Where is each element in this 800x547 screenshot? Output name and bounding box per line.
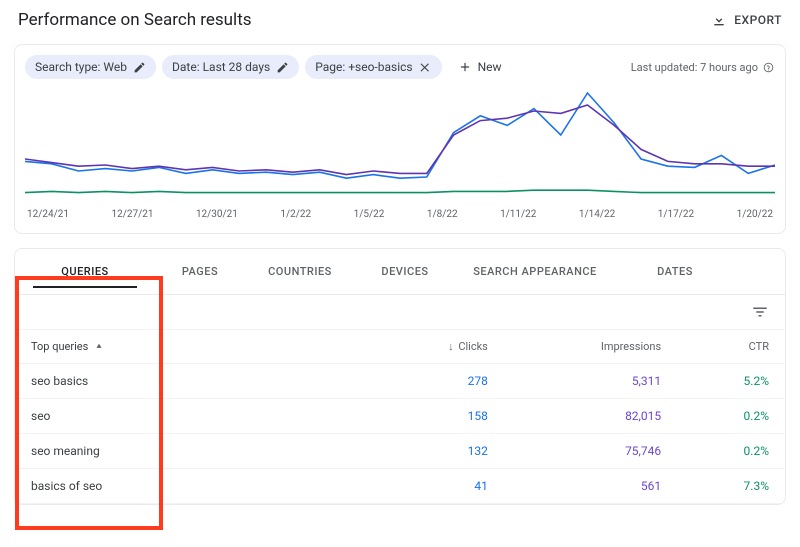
filter-bar: Search type: Web Date: Last 28 days Page: … (25, 55, 775, 79)
x-axis-label: 1/20/22 (737, 209, 773, 220)
cell-clicks: 41 (369, 469, 504, 504)
cell-query: seo meaning (15, 434, 369, 469)
add-filter-button[interactable]: New (448, 55, 512, 79)
cell-ctr: 7.3% (677, 469, 785, 504)
table-row[interactable]: seo meaning13275,7460.2% (15, 434, 785, 469)
queries-table: Top queries ↓ Clicks Impressions CTR seo… (15, 330, 785, 504)
download-icon (711, 12, 727, 28)
performance-chart[interactable]: 12/24/21 12/27/21 12/30/21 1/2/22 1/5/22 1/8/… (25, 87, 775, 227)
export-label: EXPORT (734, 13, 782, 27)
edit-icon (133, 61, 146, 74)
x-axis-label: 1/5/22 (354, 209, 385, 220)
filter-list-icon[interactable] (751, 303, 769, 321)
new-label: New (478, 60, 502, 74)
tab-dates[interactable]: DATES (615, 249, 735, 294)
x-axis-label: 1/8/22 (427, 209, 458, 220)
tab-devices[interactable]: DEVICES (355, 249, 455, 294)
cell-query: seo (15, 399, 369, 434)
plus-icon (458, 60, 472, 74)
x-axis-label: 12/30/21 (196, 209, 238, 220)
chart-series-clicks (25, 93, 775, 178)
tab-countries[interactable]: COUNTRIES (245, 249, 355, 294)
column-impressions[interactable]: Impressions (504, 330, 677, 364)
x-axis-label: 1/2/22 (280, 209, 311, 220)
column-query[interactable]: Top queries (15, 330, 369, 364)
cell-ctr: 0.2% (677, 434, 785, 469)
table-row[interactable]: seo basics2785,3115.2% (15, 364, 785, 399)
chip-label: Date: Last 28 days (172, 60, 270, 74)
cell-impressions: 5,311 (504, 364, 677, 399)
cell-impressions: 75,746 (504, 434, 677, 469)
table-row[interactable]: seo15882,0150.2% (15, 399, 785, 434)
cell-clicks: 132 (369, 434, 504, 469)
chip-label: Search type: Web (35, 60, 127, 74)
chart-x-axis: 12/24/21 12/27/21 12/30/21 1/2/22 1/5/22 1/8/… (25, 207, 775, 220)
filter-chip[interactable]: Page: +seo-basics (305, 55, 441, 79)
x-axis-label: 1/11/22 (500, 209, 536, 220)
sort-asc-icon (94, 342, 104, 352)
column-clicks[interactable]: ↓ Clicks (369, 330, 504, 364)
dimension-tabs: QUERIESPAGESCOUNTRIESDEVICESSEARCH APPEA… (15, 249, 785, 295)
last-updated: Last updated: 7 hours ago (631, 61, 775, 74)
edit-icon (276, 61, 289, 74)
table-tools (15, 295, 785, 330)
cell-clicks: 158 (369, 399, 504, 434)
filter-chip[interactable]: Date: Last 28 days (162, 55, 299, 79)
x-axis-label: 12/24/21 (27, 209, 69, 220)
cell-clicks: 278 (369, 364, 504, 399)
page-header: Performance on Search results EXPORT (0, 0, 800, 44)
cell-query: seo basics (15, 364, 369, 399)
chart-card: Search type: Web Date: Last 28 days Page: … (14, 44, 786, 234)
help-icon[interactable] (762, 61, 775, 74)
cell-ctr: 0.2% (677, 399, 785, 434)
tab-search-appearance[interactable]: SEARCH APPEARANCE (455, 249, 615, 294)
cell-impressions: 561 (504, 469, 677, 504)
tab-queries[interactable]: QUERIES (15, 249, 155, 294)
x-axis-label: 12/27/21 (111, 209, 153, 220)
filter-chip[interactable]: Search type: Web (25, 55, 156, 79)
table-card: QUERIESPAGESCOUNTRIESDEVICESSEARCH APPEA… (14, 248, 786, 505)
x-axis-label: 1/17/22 (658, 209, 694, 220)
page-title: Performance on Search results (18, 10, 252, 30)
table-header-row: Top queries ↓ Clicks Impressions CTR (15, 330, 785, 364)
sort-desc-icon: ↓ (448, 340, 454, 353)
cell-impressions: 82,015 (504, 399, 677, 434)
x-axis-label: 1/14/22 (579, 209, 615, 220)
tab-pages[interactable]: PAGES (155, 249, 245, 294)
export-button[interactable]: EXPORT (711, 12, 782, 28)
close-icon (419, 61, 432, 74)
table-row[interactable]: basics of seo415617.3% (15, 469, 785, 504)
column-ctr[interactable]: CTR (677, 330, 785, 364)
chart-series-ctr (25, 190, 775, 192)
cell-query: basics of seo (15, 469, 369, 504)
cell-ctr: 5.2% (677, 364, 785, 399)
chip-label: Page: +seo-basics (315, 60, 412, 74)
